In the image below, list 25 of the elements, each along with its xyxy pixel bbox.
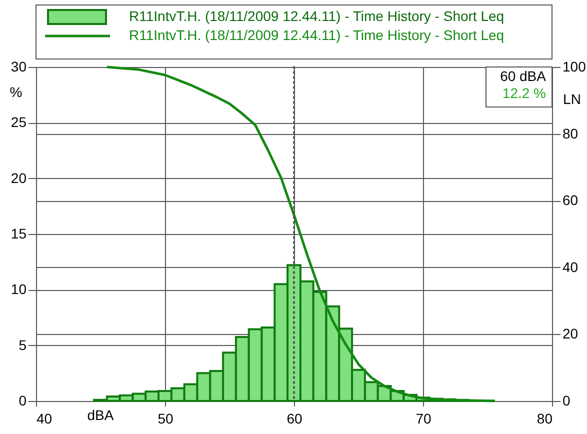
y2-tick-label: 20 (562, 326, 578, 342)
legend-label: R11IntvT.H. (18/11/2009 12.44.11) - Time History - Short Leq (129, 27, 504, 43)
x-tick-label: 70 (416, 410, 432, 426)
y2-tick-label: 80 (562, 125, 578, 142)
y-tick-label: 20 (10, 170, 27, 186)
y2-tick-label: 100 (562, 58, 586, 74)
y2-tick-label: 40 (562, 258, 578, 275)
x-tick-label: 80 (536, 410, 553, 426)
y-tick-label: 0 (18, 392, 27, 408)
y-tick-label: 5 (18, 336, 27, 353)
y-tick-label: 10 (10, 281, 27, 298)
y-tick-label: 15 (10, 226, 27, 242)
y-tick-label: 30 (10, 58, 27, 74)
annotation: 12.2 % (502, 85, 546, 101)
legend-label: R11IntvT.H. (18/11/2009 12.44.11) - Time History - Short Leq (129, 8, 504, 24)
y2-tick-label: 60 (562, 192, 578, 208)
y-tick-label: 25 (10, 114, 27, 130)
x-tick-label: 40 (36, 410, 52, 426)
x-tick-label: 50 (158, 410, 174, 426)
y2-axis-title: LN (563, 91, 581, 107)
y-axis-title: % (10, 84, 22, 100)
y2-tick-label: 0 (562, 392, 570, 408)
x-tick-label: 60 (286, 410, 302, 426)
annotation: 60 dBA (500, 68, 547, 84)
x-axis-title: dBA (87, 407, 114, 423)
